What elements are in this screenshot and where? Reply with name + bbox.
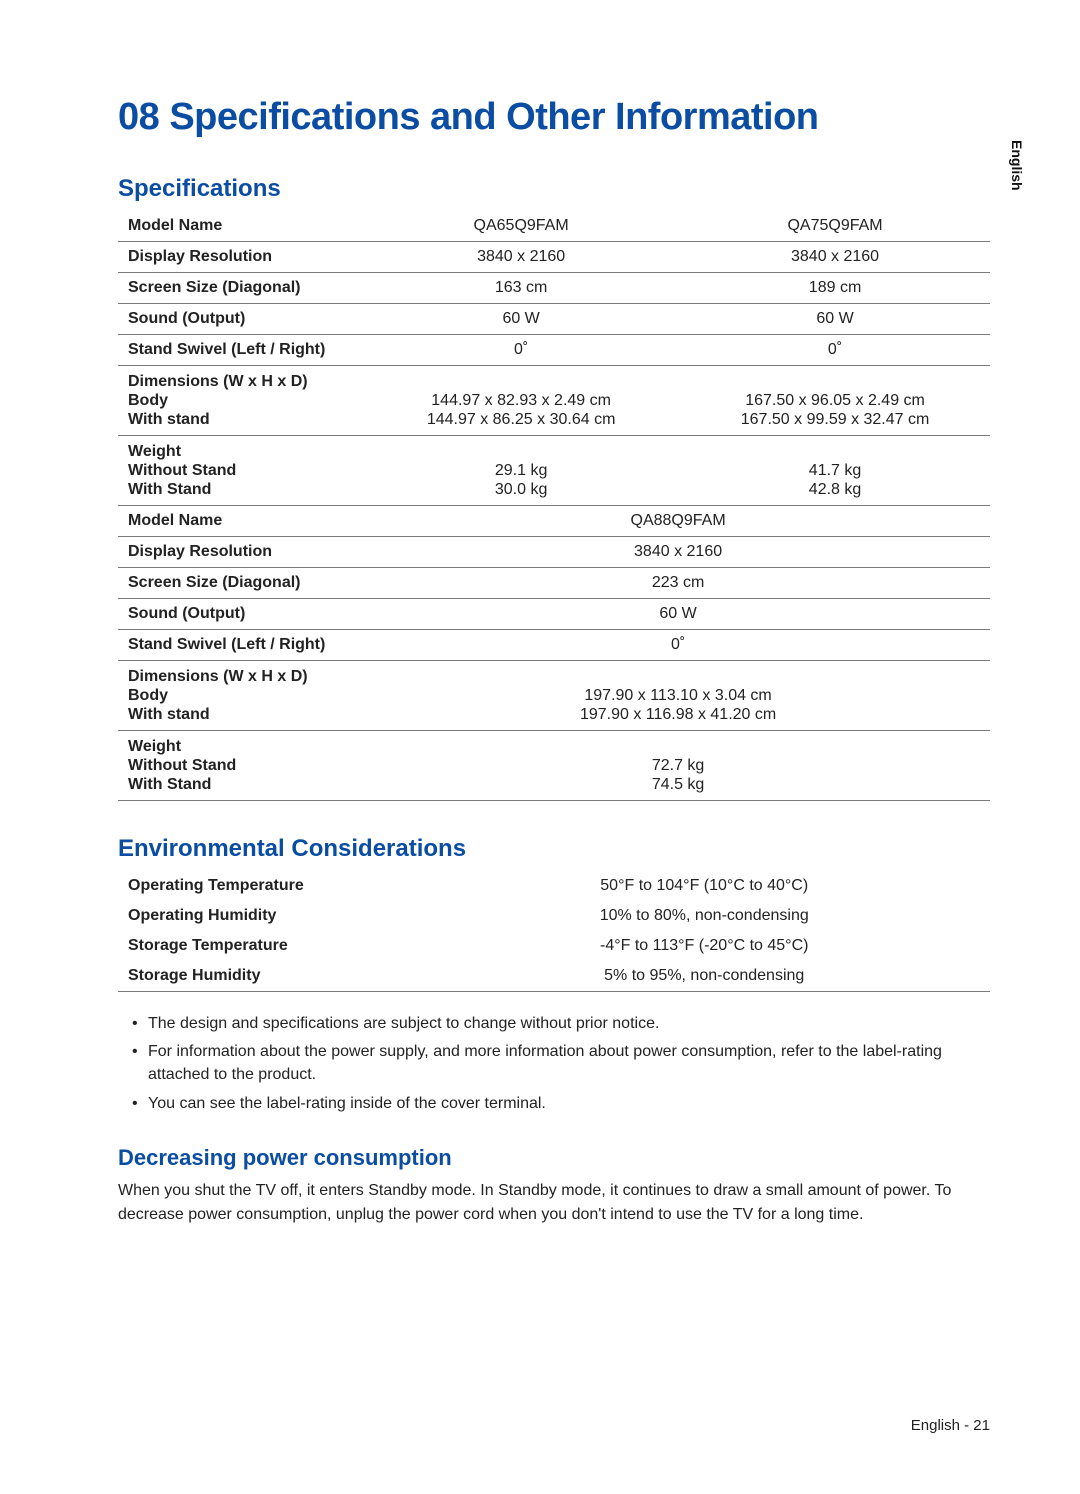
- spec-value-group: 72.7 kg 74.5 kg: [362, 731, 990, 801]
- spec-sublabel: Weight: [128, 443, 356, 461]
- spec-sublabel: Without Stand: [128, 462, 356, 480]
- spec-value-group: 167.50 x 96.05 x 2.49 cm 167.50 x 99.59 …: [676, 366, 990, 436]
- env-label-op-humidity: Operating Humidity: [118, 901, 414, 931]
- spec-value: 167.50 x 96.05 x 2.49 cm: [686, 392, 984, 410]
- env-label-storage-temp: Storage Temperature: [118, 931, 414, 961]
- spec-label-weight: Weight Without Stand With Stand: [118, 436, 362, 506]
- environmental-heading: Environmental Considerations: [118, 835, 990, 863]
- spec-value-group: 41.7 kg 42.8 kg: [676, 436, 990, 506]
- spec-value: 167.50 x 99.59 x 32.47 cm: [686, 411, 984, 429]
- spec-sublabel: Without Stand: [128, 757, 356, 775]
- specifications-heading: Specifications: [118, 175, 990, 203]
- note-item: For information about the power supply, …: [132, 1040, 990, 1086]
- spec-value-group: 144.97 x 82.93 x 2.49 cm 144.97 x 86.25 …: [362, 366, 676, 436]
- spec-label-screensize: Screen Size (Diagonal): [118, 568, 362, 599]
- power-body-text: When you shut the TV off, it enters Stan…: [118, 1179, 990, 1227]
- page-title: 08 Specifications and Other Information: [118, 96, 990, 139]
- note-item: The design and specifications are subjec…: [132, 1012, 990, 1035]
- spec-sublabel: Dimensions (W x H x D): [128, 668, 356, 686]
- specifications-table-1: Model Name QA65Q9FAM QA75Q9FAM Display R…: [118, 211, 990, 801]
- spec-label-resolution: Display Resolution: [118, 537, 362, 568]
- spec-label-resolution: Display Resolution: [118, 242, 362, 273]
- spec-value: 223 cm: [362, 568, 990, 599]
- spec-value-group: 197.90 x 113.10 x 3.04 cm 197.90 x 116.9…: [362, 661, 990, 731]
- spec-label-weight: Weight Without Stand With Stand: [118, 731, 362, 801]
- spec-label-swivel: Stand Swivel (Left / Right): [118, 335, 362, 366]
- spec-value: 0˚: [362, 630, 990, 661]
- notes-list: The design and specifications are subjec…: [118, 1012, 990, 1115]
- spec-value: 42.8 kg: [686, 481, 984, 499]
- spec-label-model: Model Name: [118, 506, 362, 537]
- spec-value: 163 cm: [362, 273, 676, 304]
- spec-value: 41.7 kg: [686, 462, 984, 480]
- spec-label-dimensions: Dimensions (W x H x D) Body With stand: [118, 366, 362, 436]
- spec-value: 74.5 kg: [372, 776, 984, 794]
- spec-label-screensize: Screen Size (Diagonal): [118, 273, 362, 304]
- power-heading: Decreasing power consumption: [118, 1145, 990, 1171]
- spec-value: 189 cm: [676, 273, 990, 304]
- environmental-table: Operating Temperature 50°F to 104°F (10°…: [118, 871, 990, 992]
- spec-value: 3840 x 2160: [362, 537, 990, 568]
- spec-value: 30.0 kg: [372, 481, 670, 499]
- env-value: 50°F to 104°F (10°C to 40°C): [414, 871, 990, 901]
- spec-label-model: Model Name: [118, 211, 362, 242]
- spec-sublabel: With stand: [128, 706, 356, 724]
- spec-value: QA75Q9FAM: [676, 211, 990, 242]
- spec-value-group: 29.1 kg 30.0 kg: [362, 436, 676, 506]
- env-label-storage-humidity: Storage Humidity: [118, 961, 414, 992]
- spec-label-sound: Sound (Output): [118, 304, 362, 335]
- spec-value: 3840 x 2160: [676, 242, 990, 273]
- spec-label-sound: Sound (Output): [118, 599, 362, 630]
- spec-sublabel: Body: [128, 687, 356, 705]
- spec-sublabel: Weight: [128, 738, 356, 756]
- spec-label-dimensions: Dimensions (W x H x D) Body With stand: [118, 661, 362, 731]
- spec-value: 144.97 x 82.93 x 2.49 cm: [372, 392, 670, 410]
- page-footer: English - 21: [911, 1417, 990, 1434]
- spec-value: QA65Q9FAM: [362, 211, 676, 242]
- spec-sublabel: With Stand: [128, 481, 356, 499]
- env-value: 10% to 80%, non-condensing: [414, 901, 990, 931]
- spec-sublabel: With Stand: [128, 776, 356, 794]
- spec-value: 72.7 kg: [372, 757, 984, 775]
- env-label-op-temp: Operating Temperature: [118, 871, 414, 901]
- spec-value: 60 W: [676, 304, 990, 335]
- spec-value: 0˚: [676, 335, 990, 366]
- spec-label-swivel: Stand Swivel (Left / Right): [118, 630, 362, 661]
- spec-sublabel: Body: [128, 392, 356, 410]
- spec-sublabel: Dimensions (W x H x D): [128, 373, 356, 391]
- env-value: -4°F to 113°F (-20°C to 45°C): [414, 931, 990, 961]
- spec-value: QA88Q9FAM: [362, 506, 990, 537]
- spec-value: 197.90 x 116.98 x 41.20 cm: [372, 706, 984, 724]
- spec-sublabel: With stand: [128, 411, 356, 429]
- note-item: You can see the label-rating inside of t…: [132, 1092, 990, 1115]
- spec-value: 60 W: [362, 599, 990, 630]
- spec-value: 144.97 x 86.25 x 30.64 cm: [372, 411, 670, 429]
- spec-value: 0˚: [362, 335, 676, 366]
- spec-value: 60 W: [362, 304, 676, 335]
- spec-value: 29.1 kg: [372, 462, 670, 480]
- side-language-label: English: [1009, 140, 1025, 191]
- env-value: 5% to 95%, non-condensing: [414, 961, 990, 992]
- spec-value: 197.90 x 113.10 x 3.04 cm: [372, 687, 984, 705]
- spec-value: 3840 x 2160: [362, 242, 676, 273]
